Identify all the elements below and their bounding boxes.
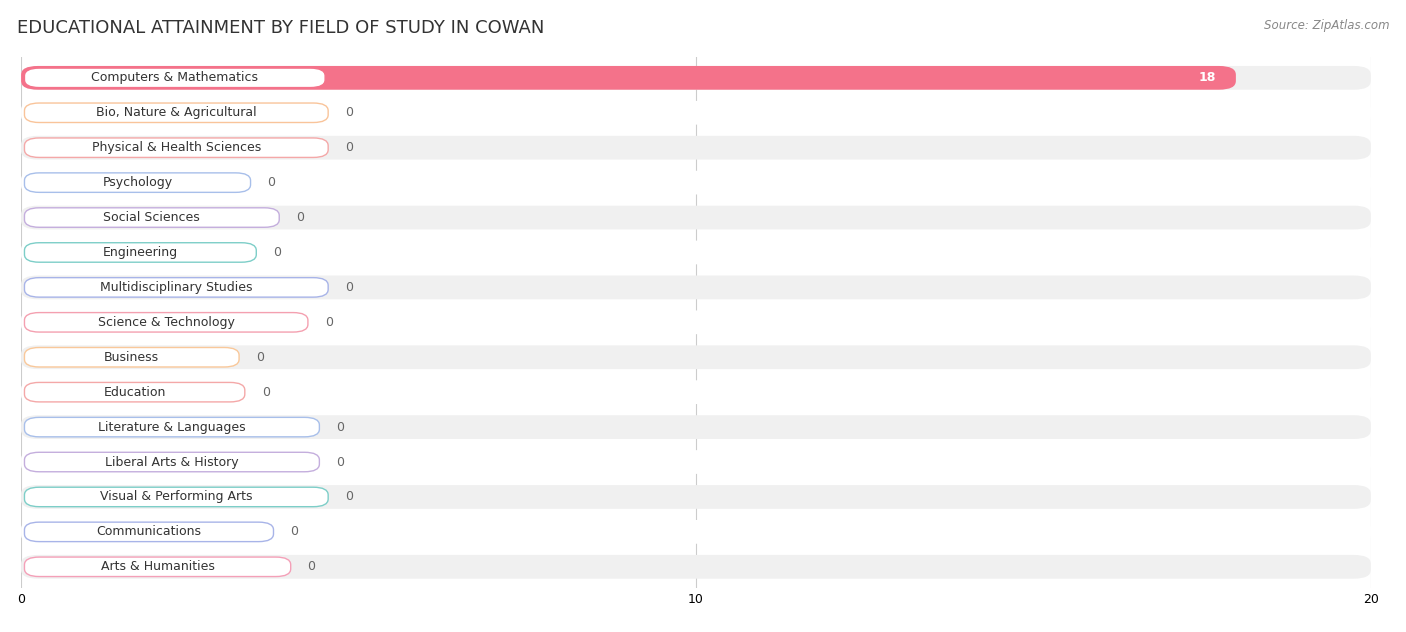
- Text: Literature & Languages: Literature & Languages: [98, 421, 246, 434]
- FancyBboxPatch shape: [21, 205, 1371, 229]
- Text: 0: 0: [344, 106, 353, 119]
- Text: Social Sciences: Social Sciences: [104, 211, 200, 224]
- FancyBboxPatch shape: [21, 66, 1371, 90]
- Text: 0: 0: [344, 490, 353, 504]
- FancyBboxPatch shape: [21, 485, 1371, 509]
- Text: Business: Business: [104, 351, 159, 364]
- FancyBboxPatch shape: [21, 380, 1371, 404]
- Text: Arts & Humanities: Arts & Humanities: [101, 561, 215, 573]
- FancyBboxPatch shape: [21, 66, 1236, 90]
- Text: 0: 0: [308, 561, 315, 573]
- FancyBboxPatch shape: [24, 348, 239, 367]
- FancyBboxPatch shape: [21, 450, 1371, 474]
- Text: Multidisciplinary Studies: Multidisciplinary Studies: [100, 281, 253, 294]
- Text: 0: 0: [262, 386, 270, 399]
- FancyBboxPatch shape: [21, 310, 1371, 334]
- Text: 0: 0: [336, 456, 344, 468]
- Text: 18: 18: [1198, 71, 1216, 84]
- FancyBboxPatch shape: [21, 136, 1371, 159]
- FancyBboxPatch shape: [24, 138, 328, 157]
- FancyBboxPatch shape: [24, 313, 308, 332]
- FancyBboxPatch shape: [24, 103, 328, 123]
- FancyBboxPatch shape: [24, 173, 250, 192]
- Text: Computers & Mathematics: Computers & Mathematics: [91, 71, 259, 84]
- Text: Science & Technology: Science & Technology: [98, 316, 235, 329]
- FancyBboxPatch shape: [21, 171, 1371, 195]
- Text: EDUCATIONAL ATTAINMENT BY FIELD OF STUDY IN COWAN: EDUCATIONAL ATTAINMENT BY FIELD OF STUDY…: [17, 19, 544, 37]
- Text: Education: Education: [104, 386, 166, 399]
- FancyBboxPatch shape: [21, 241, 1371, 264]
- FancyBboxPatch shape: [21, 101, 1371, 125]
- Text: Source: ZipAtlas.com: Source: ZipAtlas.com: [1264, 19, 1389, 32]
- FancyBboxPatch shape: [24, 208, 280, 228]
- FancyBboxPatch shape: [21, 415, 1371, 439]
- FancyBboxPatch shape: [24, 453, 319, 471]
- FancyBboxPatch shape: [24, 522, 274, 542]
- Text: 0: 0: [267, 176, 276, 189]
- FancyBboxPatch shape: [24, 487, 328, 507]
- Text: Physical & Health Sciences: Physical & Health Sciences: [91, 141, 262, 154]
- Text: 0: 0: [297, 211, 304, 224]
- Text: 0: 0: [344, 281, 353, 294]
- Text: 0: 0: [344, 141, 353, 154]
- Text: 0: 0: [291, 525, 298, 538]
- Text: Communications: Communications: [97, 525, 201, 538]
- Text: Liberal Arts & History: Liberal Arts & History: [105, 456, 239, 468]
- Text: Bio, Nature & Agricultural: Bio, Nature & Agricultural: [96, 106, 257, 119]
- Text: Psychology: Psychology: [103, 176, 173, 189]
- FancyBboxPatch shape: [24, 243, 256, 262]
- Text: Engineering: Engineering: [103, 246, 179, 259]
- FancyBboxPatch shape: [21, 520, 1371, 544]
- Text: 0: 0: [336, 421, 344, 434]
- FancyBboxPatch shape: [21, 276, 1371, 300]
- FancyBboxPatch shape: [21, 345, 1371, 369]
- FancyBboxPatch shape: [24, 68, 325, 88]
- FancyBboxPatch shape: [24, 557, 291, 576]
- FancyBboxPatch shape: [21, 555, 1371, 579]
- Text: Visual & Performing Arts: Visual & Performing Arts: [100, 490, 253, 504]
- Text: 0: 0: [325, 316, 333, 329]
- FancyBboxPatch shape: [24, 382, 245, 402]
- FancyBboxPatch shape: [24, 417, 319, 437]
- Text: 0: 0: [256, 351, 264, 364]
- Text: 0: 0: [273, 246, 281, 259]
- FancyBboxPatch shape: [24, 277, 328, 297]
